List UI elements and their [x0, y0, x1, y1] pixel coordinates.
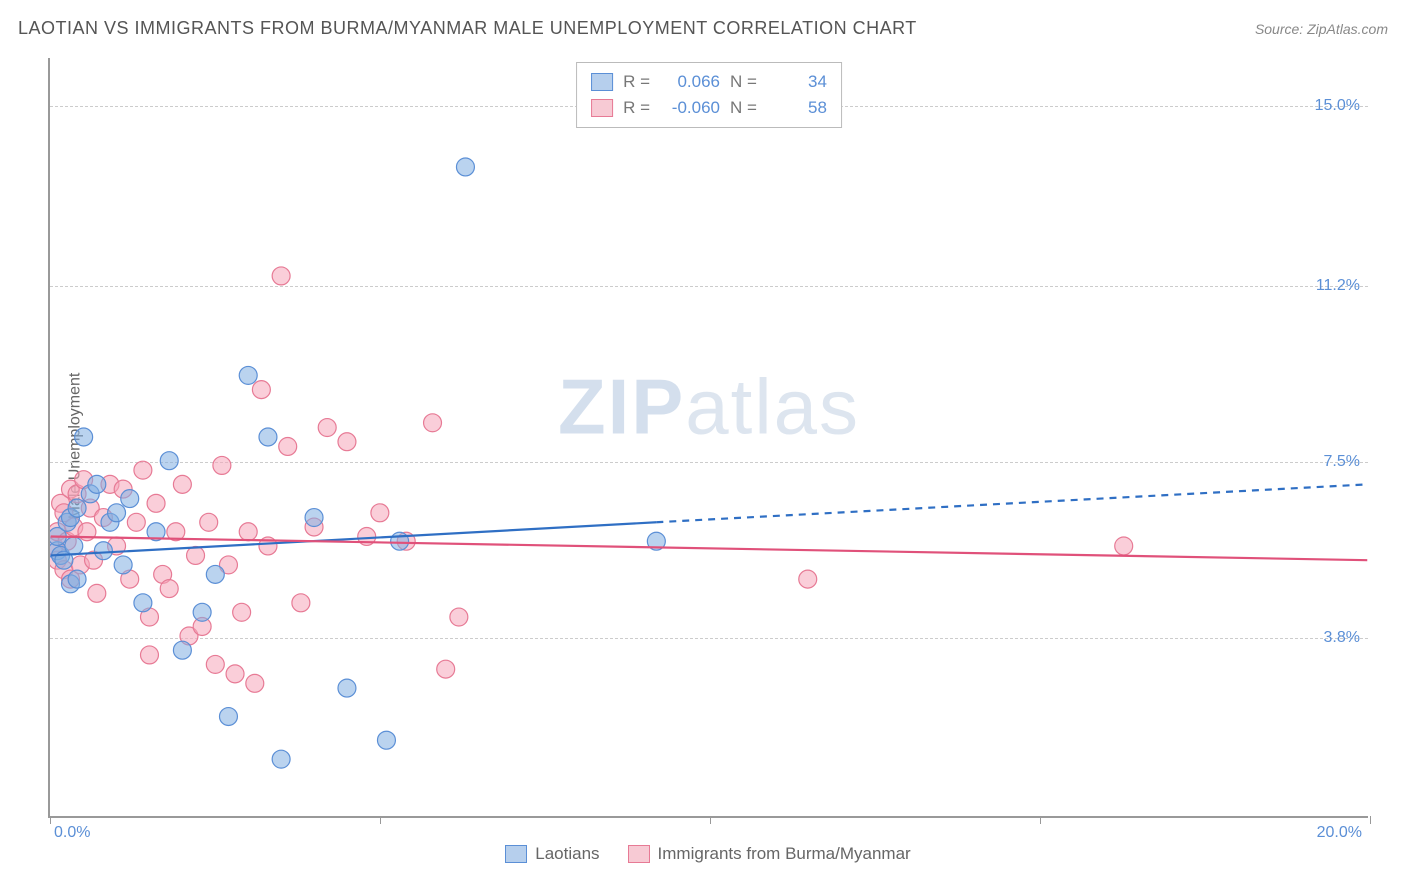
data-point — [75, 428, 93, 446]
data-point — [88, 475, 106, 493]
swatch-pink-icon — [591, 99, 613, 117]
source-attribution: Source: ZipAtlas.com — [1255, 21, 1388, 37]
data-point — [279, 437, 297, 455]
swatch-blue-icon — [591, 73, 613, 91]
x-tick — [1040, 816, 1041, 824]
data-point — [338, 433, 356, 451]
chart-title: LAOTIAN VS IMMIGRANTS FROM BURMA/MYANMAR… — [18, 18, 917, 39]
data-point — [200, 513, 218, 531]
data-point — [187, 546, 205, 564]
legend-item-burma: Immigrants from Burma/Myanmar — [628, 844, 911, 864]
data-point — [318, 419, 336, 437]
r-value-blue: 0.066 — [660, 72, 720, 92]
x-tick — [1370, 816, 1371, 824]
data-point — [338, 679, 356, 697]
data-point — [121, 490, 139, 508]
data-point — [246, 674, 264, 692]
data-point — [134, 461, 152, 479]
data-point — [272, 267, 290, 285]
data-point — [206, 565, 224, 583]
swatch-blue-icon — [505, 845, 527, 863]
data-point — [160, 580, 178, 598]
data-point — [160, 452, 178, 470]
data-point — [305, 509, 323, 527]
data-point — [292, 594, 310, 612]
data-point — [173, 475, 191, 493]
data-point — [108, 504, 126, 522]
x-label-min: 0.0% — [54, 824, 90, 842]
n-value-pink: 58 — [767, 98, 827, 118]
data-point — [252, 381, 270, 399]
swatch-pink-icon — [628, 845, 650, 863]
regression-line — [51, 536, 1368, 560]
data-point — [219, 708, 237, 726]
data-point — [377, 731, 395, 749]
data-point — [213, 456, 231, 474]
data-point — [799, 570, 817, 588]
x-tick — [50, 816, 51, 824]
regression-line — [656, 484, 1367, 522]
data-point — [94, 542, 112, 560]
stats-row-laotians: R = 0.066 N = 34 — [591, 69, 827, 95]
legend-item-laotians: Laotians — [505, 844, 599, 864]
data-point — [456, 158, 474, 176]
n-value-blue: 34 — [767, 72, 827, 92]
x-tick — [710, 816, 711, 824]
correlation-stats-box: R = 0.066 N = 34 R = -0.060 N = 58 — [576, 62, 842, 128]
legend-bottom: Laotians Immigrants from Burma/Myanmar — [48, 844, 1368, 864]
data-point — [68, 570, 86, 588]
data-point — [68, 499, 86, 517]
data-point — [272, 750, 290, 768]
data-point — [114, 556, 132, 574]
stats-row-burma: R = -0.060 N = 58 — [591, 95, 827, 121]
data-point — [193, 603, 211, 621]
x-tick — [380, 816, 381, 824]
data-point — [371, 504, 389, 522]
data-point — [206, 655, 224, 673]
data-point — [88, 584, 106, 602]
data-point — [141, 646, 159, 664]
data-point — [424, 414, 442, 432]
data-point — [65, 537, 83, 555]
x-label-max: 20.0% — [1317, 824, 1362, 842]
data-point — [239, 523, 257, 541]
data-point — [437, 660, 455, 678]
data-point — [173, 641, 191, 659]
scatter-svg — [50, 58, 1368, 816]
data-point — [226, 665, 244, 683]
data-point — [147, 494, 165, 512]
data-point — [1115, 537, 1133, 555]
data-point — [259, 428, 277, 446]
data-point — [239, 366, 257, 384]
data-point — [233, 603, 251, 621]
data-point — [450, 608, 468, 626]
r-value-pink: -0.060 — [660, 98, 720, 118]
plot-area: ZIPatlas R = 0.066 N = 34 R = -0.060 N =… — [48, 58, 1368, 818]
data-point — [134, 594, 152, 612]
data-point — [127, 513, 145, 531]
